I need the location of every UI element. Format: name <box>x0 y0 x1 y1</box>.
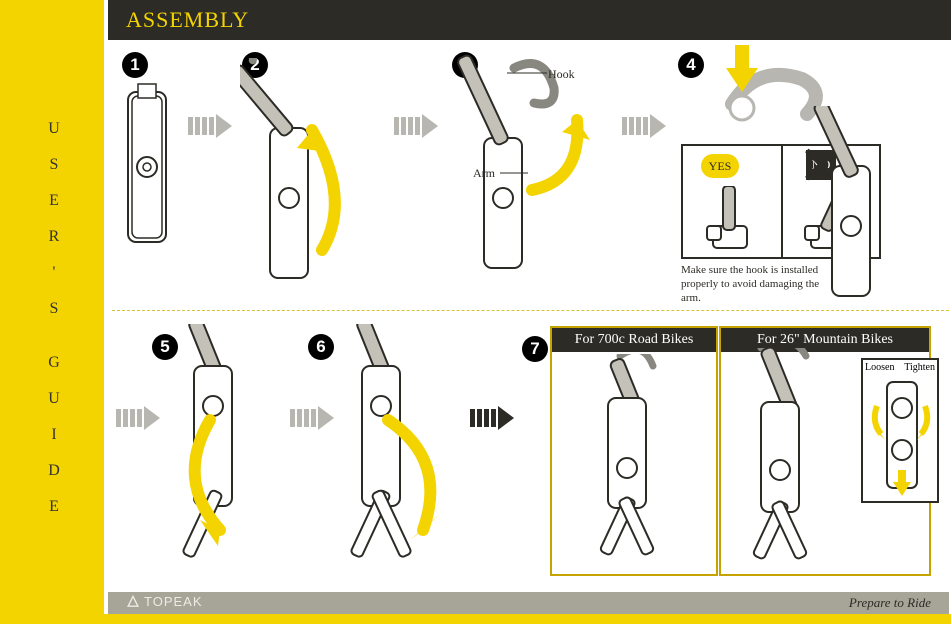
footer-tagline: Prepare to Ride <box>849 595 931 611</box>
mode-mtb: For 26" Mountain Bikes Loosen Tighten <box>719 326 931 576</box>
mode-road-title: For 700c Road Bikes <box>552 328 716 352</box>
arm-leader <box>500 168 530 178</box>
bottom-border <box>0 614 951 624</box>
step-4-caption: Make sure the hook is installed properly… <box>681 264 831 305</box>
brand-text: TOPEAK <box>144 594 203 609</box>
page-title: ASSEMBLY <box>108 0 951 33</box>
sidebar: U S E R ' S G U I D E <box>0 0 108 614</box>
tighten-loosen-inset: Loosen Tighten <box>861 358 939 503</box>
step-1-badge: 1 <box>122 52 148 78</box>
footer-bar: TOPEAK Prepare to Ride <box>108 592 949 614</box>
arrow-3-4 <box>622 114 666 138</box>
sidebar-title: U S E R ' S G U I D E <box>0 120 108 520</box>
arrow-2-3 <box>394 114 438 138</box>
hook-leader <box>507 68 551 78</box>
step-6-figure <box>328 324 458 584</box>
yes-badge: YES <box>701 154 739 178</box>
label-loosen: Loosen <box>865 362 894 373</box>
step-4-badge: 4 <box>678 52 704 78</box>
inset-figure <box>869 378 935 498</box>
arrow-6-7 <box>470 406 514 430</box>
label-tighten: Tighten <box>904 362 935 373</box>
mode-mtb-figure <box>729 348 859 574</box>
label-arm: Arm <box>473 166 495 181</box>
row-divider <box>112 310 949 311</box>
arrow-1-2 <box>188 114 232 138</box>
step-5-figure <box>164 324 284 584</box>
mode-road: For 700c Road Bikes <box>550 326 718 576</box>
step-4-figure <box>812 106 942 306</box>
content-area: 1 2 3 <box>112 40 949 592</box>
header-bar: ASSEMBLY <box>108 0 951 40</box>
step-2-figure <box>240 58 370 288</box>
brand-logo: TOPEAK <box>126 594 203 609</box>
label-hook: Hook <box>548 67 575 82</box>
step-7-badge: 7 <box>522 336 548 362</box>
yes-figure <box>703 186 763 256</box>
arrow-45-5 <box>116 406 160 430</box>
mode-road-figure <box>570 354 700 574</box>
step-1-figure <box>118 82 178 262</box>
